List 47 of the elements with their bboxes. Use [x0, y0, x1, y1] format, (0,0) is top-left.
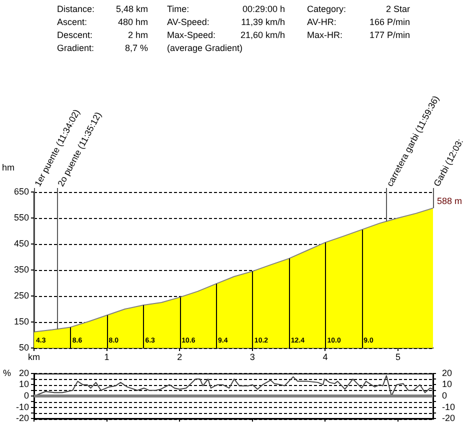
x-tick-label: 2 — [177, 352, 182, 362]
y-tick-label: -10 — [16, 402, 29, 412]
text: AV-Speed: — [167, 17, 210, 27]
text: AV-HR: — [307, 17, 336, 27]
text: 480 hm — [118, 17, 148, 27]
text: Distance: — [57, 4, 95, 14]
text: 21,60 km/h — [240, 30, 285, 40]
y-tick-label: 550 — [14, 212, 29, 222]
text: Ascent: — [57, 17, 88, 27]
text: (average Gradient) — [167, 43, 243, 53]
text: 2 hm — [128, 30, 148, 40]
x-tick-label: 3 — [250, 352, 255, 362]
text: 8,7 % — [124, 43, 148, 53]
text: 11,39 km/h — [241, 17, 285, 27]
text: Max-Speed: — [167, 30, 216, 40]
y-tick-label: 10 — [18, 379, 29, 390]
y2-tick-label: -10 — [442, 402, 456, 412]
text: Descent: — [57, 30, 93, 40]
text: Max-HR: — [307, 30, 342, 40]
text: Time: — [167, 4, 190, 14]
annotation: 588 m — [437, 196, 462, 206]
text: 177 P/min — [369, 30, 410, 40]
x-tick-label: 4 — [322, 352, 328, 362]
y-tick-label: 350 — [14, 264, 29, 274]
y-axis-title: % — [3, 368, 12, 378]
y-tick-label: 0 — [24, 390, 29, 400]
y2-tick-label: 10 — [442, 379, 452, 390]
y-tick-label: 20 — [18, 368, 29, 378]
text: 00:29:00 h — [242, 4, 285, 14]
x-tick-label: 1 — [104, 352, 110, 362]
y-tick-label: -20 — [16, 413, 29, 424]
text: 5,48 km — [116, 4, 148, 14]
y2-tick-label: -20 — [442, 413, 456, 424]
y-tick-label: 250 — [14, 290, 29, 300]
text: Gradient: — [57, 43, 94, 53]
y-tick-label: 150 — [14, 316, 29, 326]
y-axis-title: hm — [2, 162, 15, 172]
text: Category: — [307, 4, 346, 14]
y2-tick-label: 0 — [442, 390, 448, 400]
y2-tick-label: 20 — [442, 368, 452, 378]
y-tick-label: 50 — [18, 342, 29, 352]
text: 2 Star — [386, 4, 410, 14]
y-tick-label: 650 — [14, 186, 29, 196]
y-tick-label: 450 — [14, 238, 29, 248]
x-tick-label: 5 — [396, 352, 401, 362]
x-tick-label: km — [28, 352, 40, 362]
text: 166 P/min — [369, 17, 410, 27]
